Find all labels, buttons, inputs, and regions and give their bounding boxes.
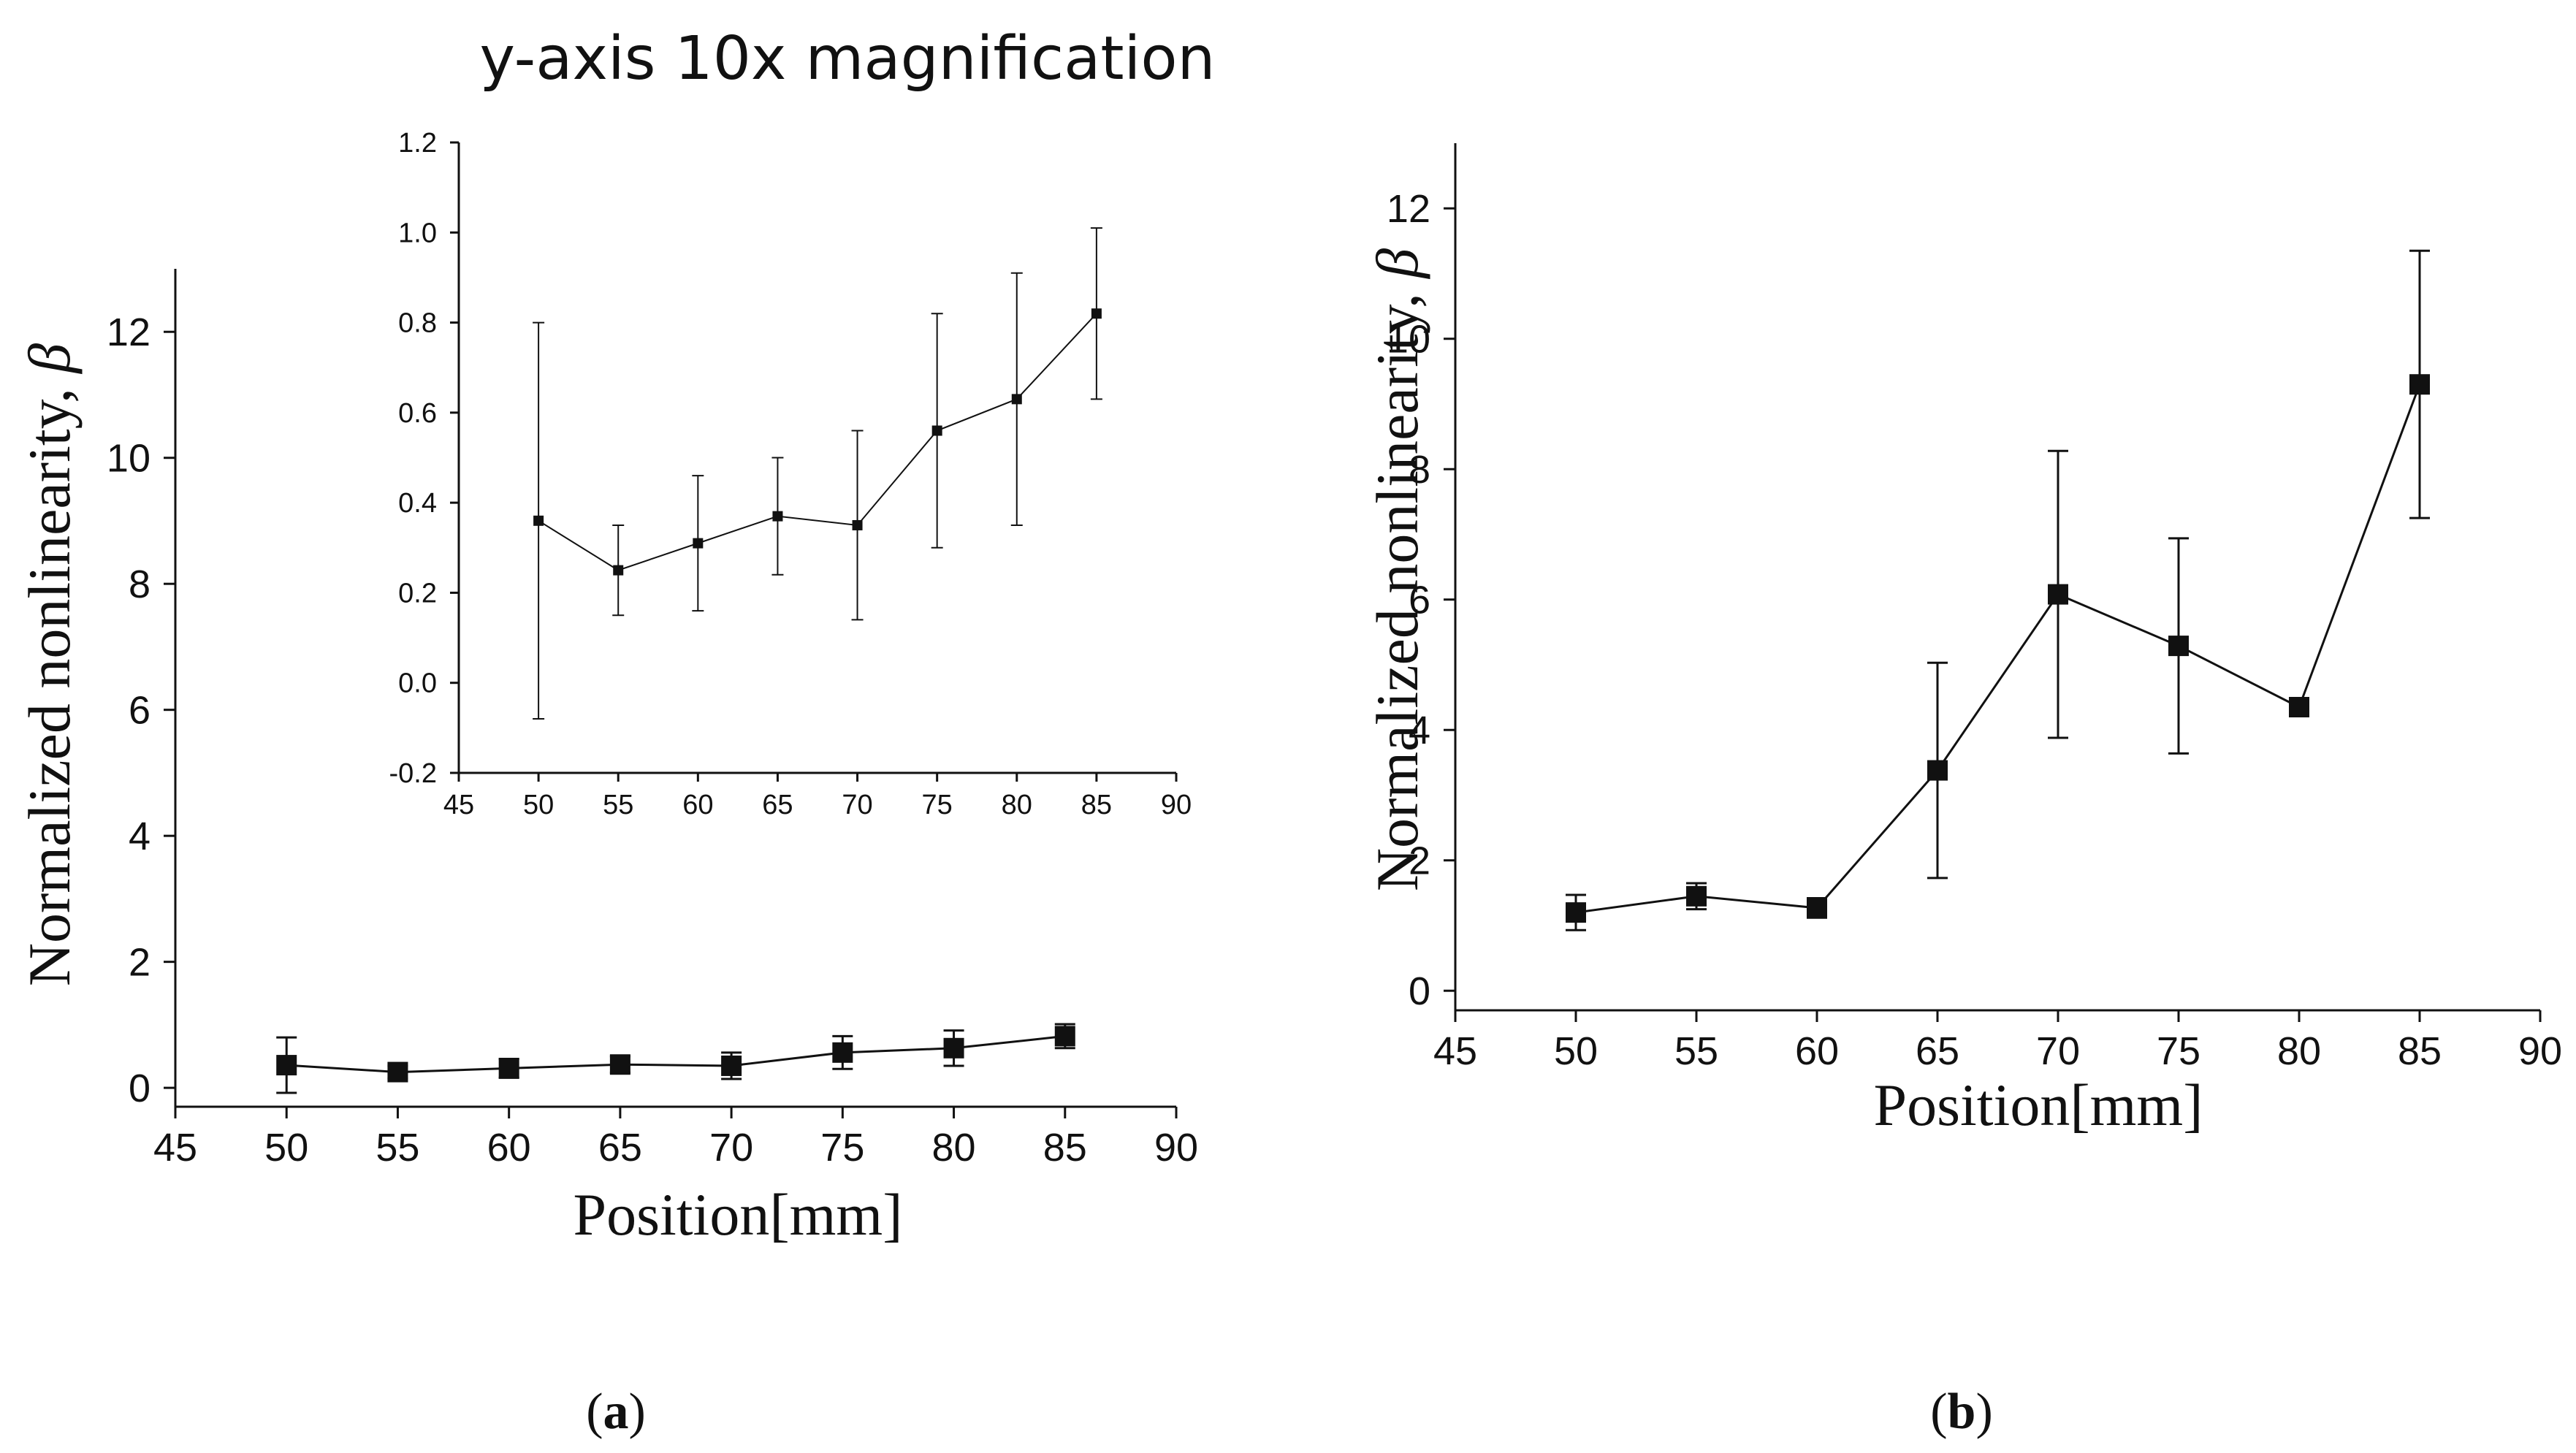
a-inset-xtick-label: 50 bbox=[523, 790, 554, 820]
a-inset-ytick-label: 0.4 bbox=[398, 488, 437, 519]
b-xlabel: Position[mm] bbox=[1873, 1072, 2203, 1138]
a-main-xtick-label: 55 bbox=[376, 1126, 419, 1170]
a-inset-ytick-label: 0.2 bbox=[398, 578, 437, 609]
b-xtick-label: 45 bbox=[1433, 1029, 1477, 1073]
b-xtick-label: 90 bbox=[2518, 1029, 2562, 1073]
b-data-point bbox=[1927, 760, 1948, 781]
b-ytick-label: 8 bbox=[1409, 448, 1430, 492]
b-xtick-label: 55 bbox=[1674, 1029, 1718, 1073]
a-inset-ytick-label: 0.6 bbox=[398, 398, 437, 429]
a-main-ytick-label: 2 bbox=[129, 941, 150, 985]
a-main-xtick-label: 85 bbox=[1043, 1126, 1087, 1170]
a-inset-xtick-label: 90 bbox=[1161, 790, 1192, 820]
a-inset-data-point bbox=[772, 511, 783, 522]
a-main-data-point bbox=[609, 1054, 630, 1075]
b-ytick-label: 0 bbox=[1409, 969, 1430, 1013]
b-xtick-label: 50 bbox=[1554, 1029, 1598, 1073]
b-ytick-label: 12 bbox=[1387, 187, 1430, 231]
a-inset-ytick-label: -0.2 bbox=[389, 758, 437, 789]
a-main-ytick-label: 10 bbox=[107, 437, 150, 481]
a-main-ytick-label: 6 bbox=[129, 689, 150, 733]
b-ytick-label: 10 bbox=[1387, 318, 1430, 362]
a-inset-xtick-label: 45 bbox=[443, 790, 474, 820]
a-main-series-line bbox=[286, 1034, 1065, 1074]
b-ytick-label: 4 bbox=[1409, 709, 1430, 752]
a-main-data-point bbox=[832, 1042, 853, 1063]
a-inset-xtick-label: 65 bbox=[762, 790, 793, 820]
a-main-ylabel: Normalized nonlinearity, β bbox=[16, 343, 83, 986]
a-inset-xtick-label: 75 bbox=[922, 790, 953, 820]
a-inset-xtick-label: 85 bbox=[1081, 790, 1112, 820]
b-series-line bbox=[1575, 384, 2421, 914]
a-inset-ytick-label: 1.2 bbox=[398, 128, 437, 159]
a-main-xtick-label: 90 bbox=[1154, 1126, 1198, 1170]
a-inset-data-point bbox=[693, 538, 704, 549]
b-xtick-label: 80 bbox=[2277, 1029, 2321, 1073]
a-inset-ytick-label: 0.0 bbox=[398, 668, 437, 699]
chart-a-main: Normalized nonlinearity, β Position[mm] … bbox=[16, 269, 1198, 1248]
chart-a-inset: y-axis 10x magnification 45 50 55 60 65 70 75 8… bbox=[389, 24, 1216, 820]
a-main-ytick-label: 0 bbox=[129, 1067, 150, 1110]
b-xtick-label: 60 bbox=[1795, 1029, 1839, 1073]
a-inset-xtick-label: 60 bbox=[682, 790, 713, 820]
b-data-point bbox=[2048, 584, 2068, 605]
a-main-data-point bbox=[276, 1055, 297, 1076]
b-xtick-label: 70 bbox=[2036, 1029, 2080, 1073]
a-main-xtick-label: 60 bbox=[487, 1126, 531, 1170]
a-main-xtick-label: 80 bbox=[932, 1126, 976, 1170]
a-inset-ytick-label: 0.8 bbox=[398, 308, 437, 339]
a-main-xtick-label: 70 bbox=[709, 1126, 753, 1170]
a-main-xtick-label: 45 bbox=[153, 1126, 197, 1170]
a-inset-data-point bbox=[613, 565, 624, 576]
a-main-data-point bbox=[721, 1055, 742, 1076]
a-inset-data-point bbox=[1091, 308, 1102, 319]
a-main-data-point bbox=[387, 1061, 408, 1083]
a-main-data-point bbox=[1054, 1026, 1075, 1047]
a-inset-xtick-label: 80 bbox=[1002, 790, 1032, 820]
a-inset-data-point bbox=[852, 519, 863, 530]
panel-label-a: (a) bbox=[586, 1384, 646, 1440]
b-data-point bbox=[1566, 902, 1586, 923]
b-data-point bbox=[1686, 885, 1707, 907]
a-main-ytick-label: 8 bbox=[129, 562, 150, 606]
b-ylabel: Normalized nonlinearity, β bbox=[1364, 248, 1430, 891]
b-data-point bbox=[1807, 897, 1827, 918]
a-main-xtick-label: 75 bbox=[820, 1126, 864, 1170]
a-inset-data-point bbox=[1011, 394, 1022, 405]
a-inset-series-line bbox=[538, 313, 1097, 571]
a-inset-data-point bbox=[533, 515, 544, 526]
b-xtick-label: 65 bbox=[1916, 1029, 1959, 1073]
a-inset-data-point bbox=[931, 425, 942, 436]
panel-label-b: (b) bbox=[1930, 1384, 1993, 1440]
a-main-xtick-label: 50 bbox=[264, 1126, 308, 1170]
a-main-ytick-label: 4 bbox=[129, 815, 150, 858]
a-main-xtick-label: 65 bbox=[598, 1126, 642, 1170]
a-inset-xtick-label: 55 bbox=[603, 790, 633, 820]
b-xtick-label: 75 bbox=[2157, 1029, 2200, 1073]
a-main-data-point bbox=[943, 1037, 964, 1059]
b-data-point bbox=[2409, 374, 2430, 395]
a-main-xlabel: Position[mm] bbox=[573, 1181, 902, 1248]
b-data-point bbox=[2168, 636, 2189, 657]
b-xtick-label: 85 bbox=[2398, 1029, 2442, 1073]
a-main-data-point bbox=[498, 1058, 519, 1079]
chart-b: Normalized nonlinearity, β Position[mm] … bbox=[1364, 143, 2562, 1138]
a-inset-title: y-axis 10x magnification bbox=[480, 24, 1216, 94]
b-ytick-label: 6 bbox=[1409, 579, 1430, 622]
b-ytick-label: 2 bbox=[1409, 839, 1430, 883]
a-inset-xtick-label: 70 bbox=[842, 790, 872, 820]
b-data-point bbox=[2289, 696, 2309, 717]
a-main-ytick-label: 12 bbox=[107, 310, 150, 354]
a-inset-ytick-label: 1.0 bbox=[398, 218, 437, 248]
